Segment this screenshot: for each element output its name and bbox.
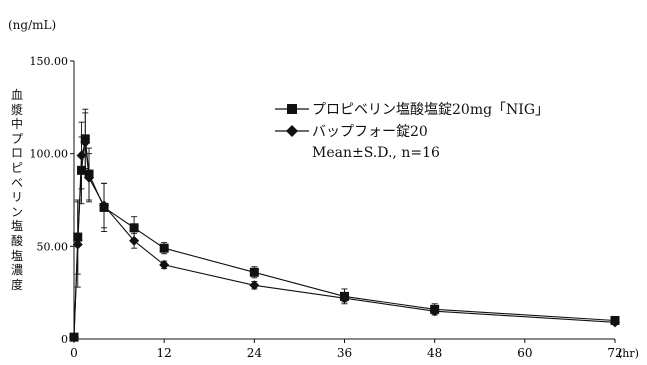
diamond-data-point (76, 150, 87, 161)
diamond-data-point (339, 293, 350, 304)
series-markers (69, 134, 620, 343)
x-tick-label: 72 (607, 346, 622, 360)
diamond-data-point (249, 280, 260, 291)
diamond-data-point (69, 332, 79, 343)
diamond-data-point (610, 317, 620, 328)
x-tick-label: 48 (427, 346, 442, 360)
y-axis-unit: (ng/mL) (8, 18, 57, 32)
x-tick-label: 0 (70, 346, 78, 360)
square-data-point (159, 243, 169, 253)
square-marker-icon (275, 104, 309, 114)
diamond-data-point (80, 137, 91, 148)
legend-annotation: Mean±S.D., n=16 (312, 145, 440, 161)
y-tick-label: 150.00 (30, 55, 69, 68)
legend: プロピベリン塩酸塩錠20mg「NIG」 バップフォー錠20 Mean±S.D.,… (272, 98, 549, 164)
legend-label-series-1: プロピベリン塩酸塩錠20mg「NIG」 (312, 102, 550, 118)
x-tick-label: 12 (157, 346, 172, 360)
y-tick-label: 50.00 (37, 240, 69, 253)
series-lines (73, 138, 616, 338)
legend-label-series-2: バップフォー錠20 (312, 124, 428, 140)
diamond-data-point (129, 235, 140, 246)
diamond-data-point (429, 306, 440, 317)
diamond-data-point (72, 239, 83, 250)
x-tick-label: 60 (517, 346, 532, 360)
square-data-point (77, 165, 87, 175)
series-line-2 (73, 142, 616, 338)
y-tick-label: 0 (61, 333, 68, 346)
legend-item-series-2: バップフォー錠20 (272, 120, 549, 142)
square-data-point (249, 267, 259, 277)
y-tick-label: 100.00 (30, 148, 69, 161)
axes: 0 50.00 100.00 150.00 0 12 24 36 48 60 72(hr) (30, 55, 639, 360)
square-data-point (129, 223, 139, 233)
x-tick-label: 36 (337, 346, 352, 360)
x-tick-label: 24 (247, 346, 263, 360)
diamond-data-point (99, 200, 110, 211)
diamond-data-point (84, 172, 95, 183)
x-axis-unit: (hr) (618, 347, 639, 360)
series-line-1 (73, 138, 616, 338)
y-axis-label: 血漿中プロピベリン塩酸塩濃度 (10, 88, 23, 292)
diamond-data-point (159, 259, 170, 270)
square-data-point (73, 232, 83, 242)
diamond-marker-icon (275, 125, 309, 137)
legend-item-series-1: プロピベリン塩酸塩錠20mg「NIG」 (272, 98, 549, 120)
